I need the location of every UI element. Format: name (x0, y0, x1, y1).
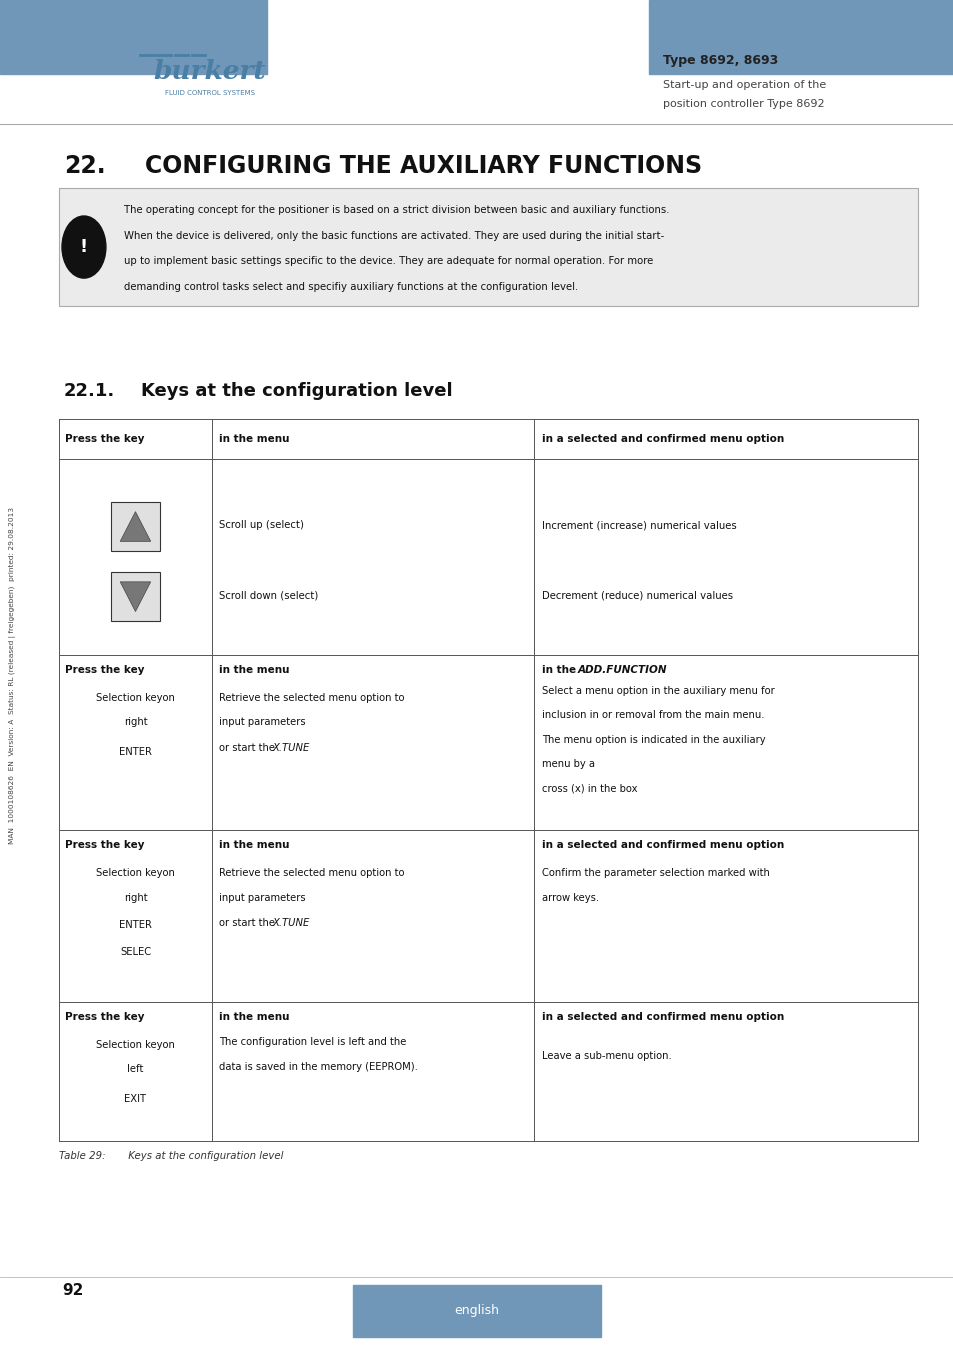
Text: Retrieve the selected menu option to: Retrieve the selected menu option to (219, 868, 404, 879)
Text: ENTER: ENTER (119, 747, 152, 757)
Text: MAN  1000108626  EN  Version: A  Status: RL (released | freigegeben)  printed: 2: MAN 1000108626 EN Version: A Status: RL … (9, 506, 16, 844)
Text: right: right (124, 717, 147, 728)
Text: Press the key: Press the key (65, 840, 144, 850)
Text: Selection keyon: Selection keyon (96, 693, 174, 703)
Text: The configuration level is left and the: The configuration level is left and the (219, 1037, 406, 1048)
Text: in the menu: in the menu (219, 840, 290, 850)
Text: Increment (increase) numerical values: Increment (increase) numerical values (541, 520, 736, 531)
Text: Table 29:       Keys at the configuration level: Table 29: Keys at the configuration leve… (59, 1150, 283, 1161)
Text: Decrement (reduce) numerical values: Decrement (reduce) numerical values (541, 590, 732, 601)
Text: Selection keyon: Selection keyon (96, 1040, 174, 1050)
Text: 22.: 22. (64, 154, 106, 178)
Text: in a selected and confirmed menu option: in a selected and confirmed menu option (541, 433, 783, 444)
Text: 92: 92 (62, 1282, 83, 1299)
Text: in the menu: in the menu (219, 1011, 290, 1022)
Text: Retrieve the selected menu option to: Retrieve the selected menu option to (219, 693, 404, 703)
Text: Select a menu option in the auxiliary menu for: Select a menu option in the auxiliary me… (541, 686, 774, 697)
Text: The menu option is indicated in the auxiliary: The menu option is indicated in the auxi… (541, 734, 764, 745)
Text: X.TUNE: X.TUNE (273, 743, 310, 753)
Text: cross (x) in the box: cross (x) in the box (541, 783, 637, 794)
Text: input parameters: input parameters (219, 717, 306, 728)
Text: Scroll up (select): Scroll up (select) (219, 520, 304, 531)
Circle shape (62, 216, 106, 278)
Text: Confirm the parameter selection marked with: Confirm the parameter selection marked w… (541, 868, 769, 879)
Text: Keys at the configuration level: Keys at the configuration level (141, 382, 453, 401)
Text: arrow keys.: arrow keys. (541, 892, 598, 903)
Text: X.TUNE: X.TUNE (273, 918, 310, 929)
Polygon shape (120, 582, 151, 612)
Bar (111, 572, 160, 621)
Text: or start the: or start the (219, 743, 278, 753)
Text: ADD.FUNCTION: ADD.FUNCTION (578, 664, 667, 675)
Text: in the: in the (541, 664, 579, 675)
Text: Scroll down (select): Scroll down (select) (219, 590, 318, 601)
Text: burkert: burkert (153, 59, 266, 84)
Text: inclusion in or removal from the main menu.: inclusion in or removal from the main me… (541, 710, 763, 721)
Bar (111, 502, 160, 551)
Text: position controller Type 8692: position controller Type 8692 (662, 99, 823, 109)
Text: left: left (127, 1064, 144, 1075)
Text: FLUID CONTROL SYSTEMS: FLUID CONTROL SYSTEMS (165, 90, 254, 96)
Text: demanding control tasks select and specifiy auxiliary functions at the configura: demanding control tasks select and speci… (124, 282, 578, 292)
Text: Selection keyon: Selection keyon (96, 868, 174, 879)
Text: in the menu: in the menu (219, 433, 290, 444)
Polygon shape (120, 512, 151, 541)
Text: in the menu: in the menu (219, 664, 290, 675)
Bar (648, 0, 953, 74)
Bar (59, 188, 917, 306)
Text: in a selected and confirmed menu option: in a selected and confirmed menu option (541, 840, 783, 850)
Text: Press the key: Press the key (65, 664, 144, 675)
Text: data is saved in the memory (EEPROM).: data is saved in the memory (EEPROM). (219, 1061, 417, 1072)
Text: 22.1.: 22.1. (64, 382, 115, 401)
Text: right: right (124, 892, 147, 903)
Bar (0, 0, 267, 74)
Text: SELEC: SELEC (120, 946, 151, 957)
Text: menu by a: menu by a (541, 759, 595, 769)
Text: Start-up and operation of the: Start-up and operation of the (662, 80, 825, 90)
Text: input parameters: input parameters (219, 892, 306, 903)
Text: ENTER: ENTER (119, 919, 152, 930)
Bar (353, 1285, 600, 1336)
Text: EXIT: EXIT (124, 1094, 147, 1104)
Text: The operating concept for the positioner is based on a strict division between b: The operating concept for the positioner… (124, 205, 669, 215)
Text: Press the key: Press the key (65, 433, 144, 444)
Text: !: ! (80, 238, 88, 256)
Text: Type 8692, 8693: Type 8692, 8693 (662, 54, 778, 68)
Text: When the device is delivered, only the basic functions are activated. They are u: When the device is delivered, only the b… (124, 231, 663, 240)
Text: or start the: or start the (219, 918, 278, 929)
Text: Press the key: Press the key (65, 1011, 144, 1022)
Text: up to implement basic settings specific to the device. They are adequate for nor: up to implement basic settings specific … (124, 256, 653, 266)
Text: english: english (454, 1304, 499, 1318)
Text: in a selected and confirmed menu option: in a selected and confirmed menu option (541, 1011, 783, 1022)
Text: CONFIGURING THE AUXILIARY FUNCTIONS: CONFIGURING THE AUXILIARY FUNCTIONS (145, 154, 701, 178)
Text: Leave a sub-menu option.: Leave a sub-menu option. (541, 1050, 671, 1061)
